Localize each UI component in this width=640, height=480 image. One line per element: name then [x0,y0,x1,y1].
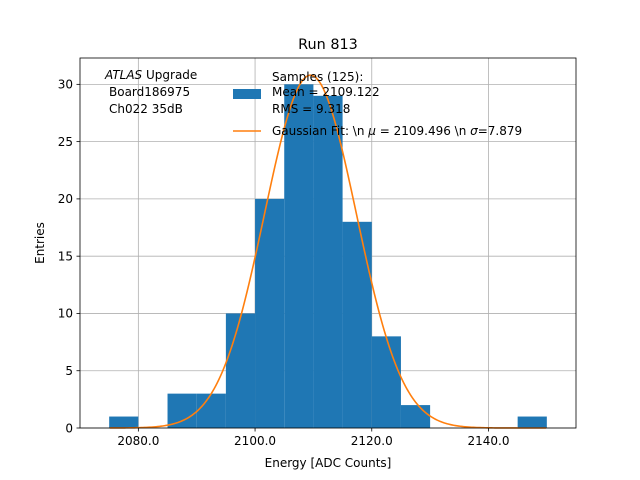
histogram-bar [167,393,197,428]
y-tick-label: 30 [58,78,73,92]
legend-fit-sigma-value: =7.879 [478,124,522,138]
x-axis-label: Energy [ADC Counts] [265,456,392,470]
histogram-bar [400,405,431,428]
channel-label: Ch022 35dB [109,102,183,116]
histogram-bars [109,84,547,429]
board-label: Board186975 [109,85,190,99]
y-tick-label: 10 [58,307,73,321]
x-tick-label: 2080.0 [117,434,159,448]
x-axis-ticks: 2080.0 2100.0 2120.0 2140.0 [117,428,509,448]
y-tick-label: 5 [65,364,73,378]
atlas-annotation: ATLAS Upgrade Board186975 Ch022 35dB [104,68,197,116]
histogram-bar [225,313,256,428]
y-tick-label: 25 [58,135,73,149]
gaussian-fit [109,74,547,429]
legend-hist-line1: Samples (125): [272,70,363,84]
atlas-italic: ATLAS [104,68,143,82]
x-tick-label: 2140.0 [467,434,509,448]
y-tick-label: 20 [58,192,73,206]
atlas-label: ATLAS Upgrade [104,68,197,82]
legend-fit-sigma-symbol: σ [470,124,478,138]
y-axis-label: Entries [33,222,47,264]
legend-fit-mu-value: = 2109.496 \n [376,124,470,138]
legend-fit-mu-symbol: μ [367,124,376,138]
histogram-bar [255,198,285,428]
legend-hist-swatch [233,89,261,99]
fit-curve [109,74,547,429]
legend-hist-line2: Mean = 2109.122 [272,85,380,99]
histogram-bar [284,84,314,429]
histogram-bar [517,416,547,428]
histogram-bar [109,416,139,428]
atlas-upgrade: Upgrade [142,68,197,82]
histogram-bar [196,393,226,428]
plot-frame [79,57,577,429]
legend-fit-prefix: Gaussian Fit: \n [272,124,368,138]
histogram-bar [313,95,343,429]
y-tick-label: 0 [65,421,73,435]
y-tick-label: 15 [58,249,73,263]
histogram-bar [342,221,372,428]
legend-fit-label: Gaussian Fit: \n μ = 2109.496 \n σ=7.879 [272,124,522,138]
x-tick-label: 2100.0 [234,434,276,448]
y-axis-ticks: 0 5 10 15 20 25 30 [58,78,80,435]
legend-hist-line3: RMS = 9.318 [272,102,350,116]
legend: Samples (125): Mean = 2109.122 RMS = 9.3… [233,70,522,138]
histogram-bar [371,336,401,428]
chart-title: Run 813 [298,37,358,53]
x-tick-label: 2120.0 [351,434,393,448]
